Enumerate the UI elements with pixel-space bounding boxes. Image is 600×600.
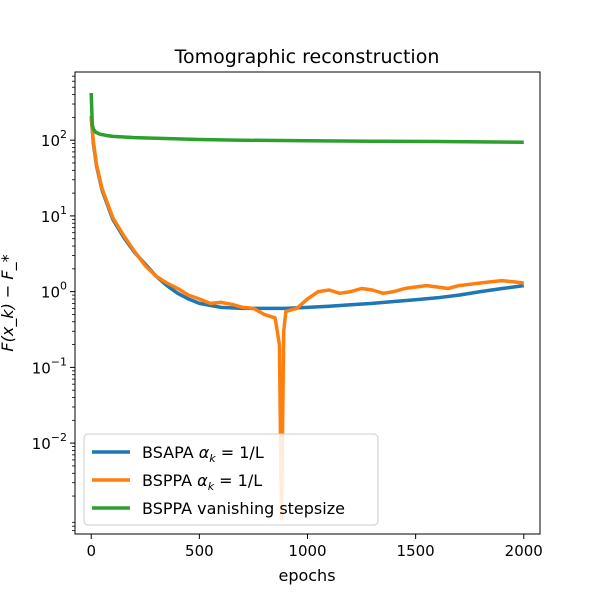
- y-axis: 102 101 100 10−1 10−2: [32, 75, 75, 531]
- x-tick-label: 0: [86, 542, 96, 560]
- x-axis-label: epochs: [278, 566, 335, 585]
- legend-label-3: BSPPA vanishing stepsize: [142, 499, 345, 518]
- y-tick-label: 100: [41, 280, 67, 302]
- y-tick-label: 10−1: [32, 355, 67, 377]
- chart-title: Tomographic reconstruction: [174, 46, 440, 68]
- x-tick-label: 1000: [288, 542, 326, 560]
- series-line-2: [89, 115, 524, 521]
- series-line-3: [89, 92, 524, 144]
- y-tick-label: 10−2: [32, 431, 67, 453]
- y-tick-label: 101: [41, 204, 67, 226]
- x-tick-label: 1500: [397, 542, 435, 560]
- legend-label-2: BSPPA αk = 1/L: [142, 471, 262, 493]
- legend: BSAPA αk = 1/L BSPPA αk = 1/L BSPPA vanish…: [83, 433, 379, 526]
- legend-label-1: BSAPA αk = 1/L: [142, 443, 264, 465]
- x-tick-label: 500: [185, 542, 214, 560]
- x-axis: 0 500 1000 1500 2000: [86, 534, 543, 560]
- y-tick-label: 102: [41, 128, 67, 150]
- y-axis-label: F(x_k) − F_*: [0, 254, 18, 351]
- x-tick-label: 2000: [505, 542, 543, 560]
- legend-frame: [83, 433, 379, 526]
- series-layer: [89, 92, 525, 521]
- series-line-1: [89, 117, 525, 311]
